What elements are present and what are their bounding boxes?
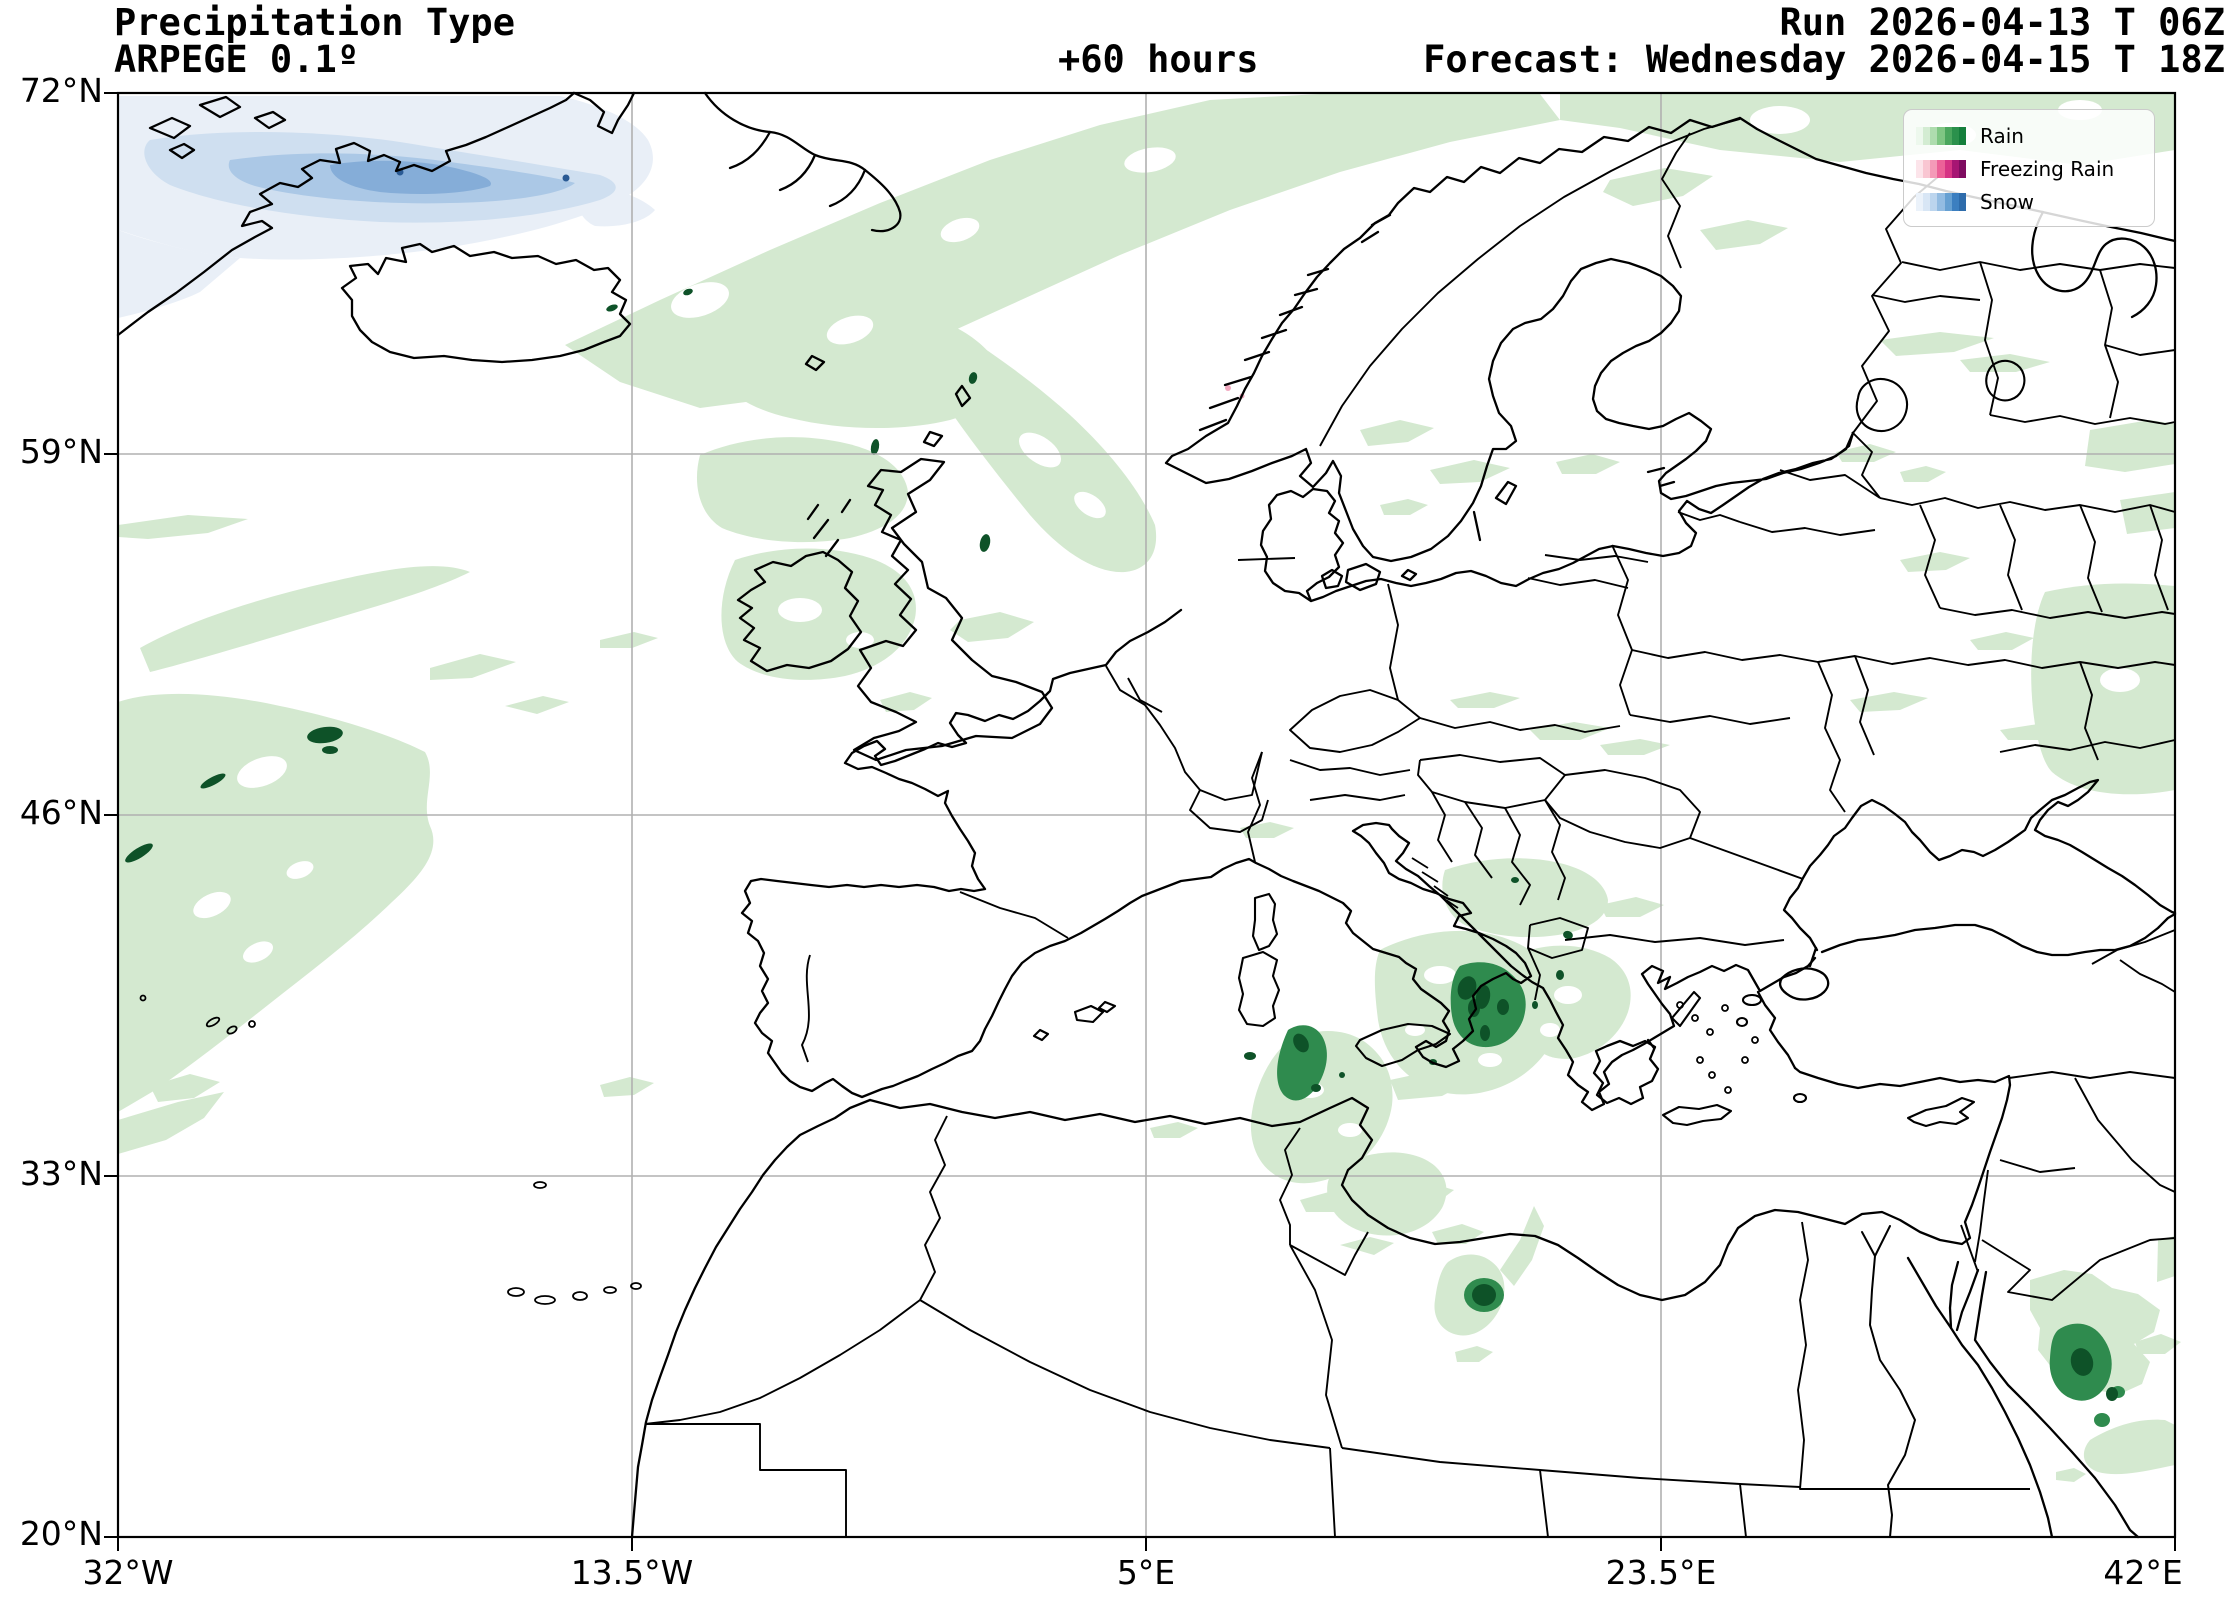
rain-holes	[193, 100, 2140, 1137]
legend-items: Rain Freezing Rain Snow	[1916, 119, 2154, 218]
country-borders	[644, 118, 2176, 1538]
balearic-islands	[1032, 1000, 1117, 1042]
snow-layer	[118, 96, 655, 318]
sicily	[1354, 1022, 1452, 1068]
run-label: Run 2026-04-13 T 06Z	[1779, 1, 2225, 44]
coastlines	[116, 91, 2177, 1539]
legend-item-snow: Snow	[1916, 185, 2154, 218]
lat-tick-59n: 59°N	[19, 432, 103, 471]
lat-tick-46n: 46°N	[19, 793, 103, 832]
crete	[1661, 1103, 1733, 1127]
rain-light-layer	[118, 94, 2181, 1482]
lon-tick-42e: 42°E	[2103, 1553, 2183, 1592]
rain-dark-layer	[125, 288, 2118, 1401]
snow-gradient-swatch	[1916, 192, 1966, 211]
legend-item-freezing-rain: Freezing Rain	[1916, 152, 2154, 185]
map-frame	[104, 91, 2177, 1551]
canary-islands	[507, 1181, 642, 1305]
legend-label-snow: Snow	[1980, 189, 2034, 214]
adriatic-islands	[1411, 857, 1459, 909]
lat-tick-72n: 72°N	[19, 71, 103, 110]
page-title: Precipitation Type	[114, 1, 515, 44]
freezing-rain-gradient-swatch	[1916, 159, 1966, 178]
aegean-islands	[1676, 1001, 1759, 1094]
legend-item-rain: Rain	[1916, 119, 2154, 152]
gridlines	[118, 93, 2175, 1537]
legend-label-freezing-rain: Freezing Rain	[1980, 156, 2115, 181]
oblast-borders	[1629, 261, 2176, 813]
corsica	[1251, 892, 1279, 952]
islands	[139, 359, 2026, 1305]
lon-tick-135w: 13.5°W	[570, 1553, 694, 1592]
axis-ticks	[104, 92, 2176, 1551]
lon-tick-235e: 23.5°E	[1605, 1553, 1717, 1592]
azores-islands	[139, 994, 256, 1035]
lat-tick-33n: 33°N	[19, 1154, 103, 1193]
legend: Rain Freezing Rain Snow	[1903, 109, 2155, 227]
lon-tick-32w: 32°W	[82, 1553, 174, 1592]
lon-tick-5e: 5°E	[1116, 1553, 1176, 1592]
sardinia	[1237, 950, 1281, 1028]
euboea	[1670, 990, 1702, 1028]
lakes	[1855, 359, 2026, 432]
rain-gradient-swatch	[1916, 126, 1966, 145]
lat-tick-20n: 20°N	[19, 1514, 103, 1553]
legend-label-rain: Rain	[1980, 123, 2024, 148]
cyprus	[1906, 1096, 1976, 1128]
model-label: ARPEGE 0.1º	[114, 38, 360, 81]
lead-time-label: +60 hours	[1058, 38, 1259, 81]
valid-time-label: Forecast: Wednesday 2026-04-15 T 18Z	[1423, 38, 2225, 81]
